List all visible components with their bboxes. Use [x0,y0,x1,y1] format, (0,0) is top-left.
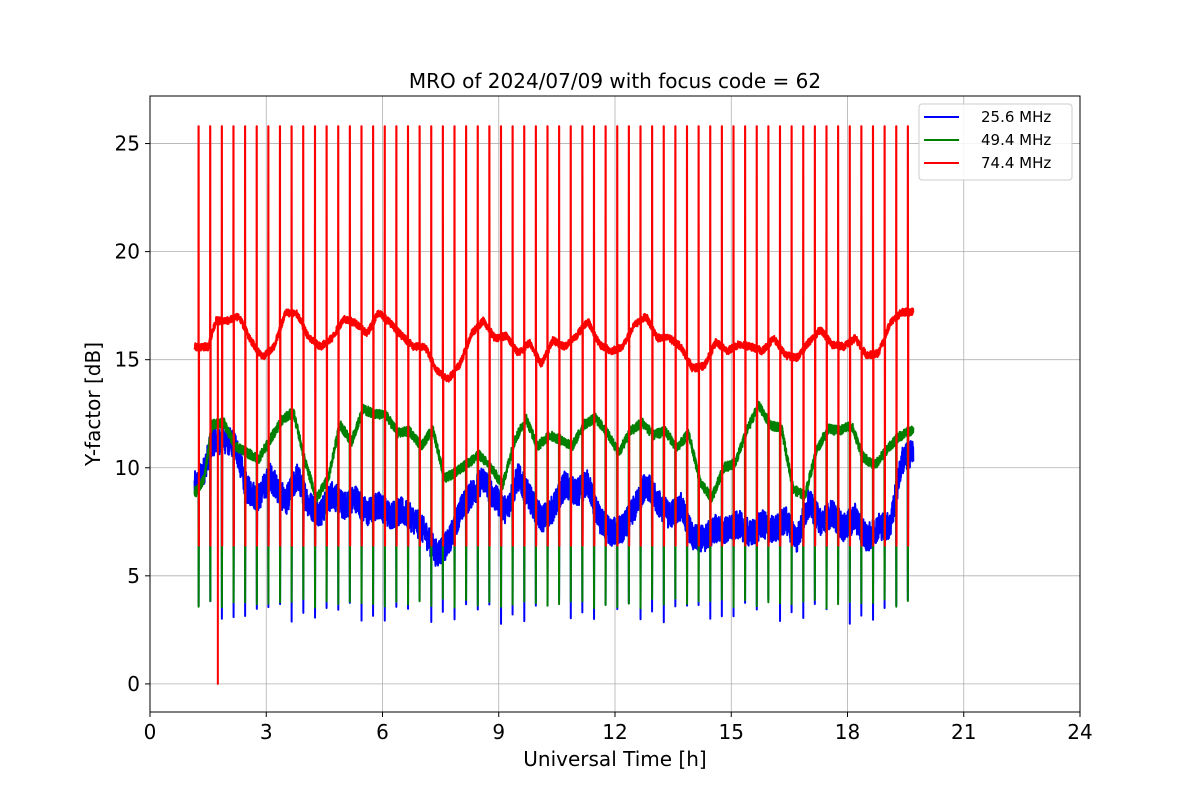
x-tick-label: 12 [602,720,627,744]
x-tick-label: 24 [1067,720,1092,744]
x-tick-label: 9 [492,720,505,744]
legend-label-25-6-mhz: 25.6 MHz [981,108,1051,126]
y-tick-label: 25 [115,132,140,156]
y-axis-label: Y-factor [dB] [81,342,105,467]
y-tick-label: 15 [115,348,140,372]
y-tick-label: 20 [115,240,140,264]
legend-label-74-4-mhz: 74.4 MHz [981,154,1051,172]
series-line-74-4-mhz [193,125,915,685]
ticks: 0 3 6 9 12 15 18 21 24 0 5 10 15 20 25 [115,132,1093,744]
x-axis-label: Universal Time [h] [523,747,706,771]
x-tick-label: 3 [260,720,273,744]
y-tick-label: 10 [115,456,140,480]
series-layer [193,125,915,685]
legend-box [918,103,1073,181]
legend-label-49-4-mhz: 49.4 MHz [981,131,1051,149]
x-tick-label: 15 [719,720,744,744]
chart-title: MRO of 2024/07/09 with focus code = 62 [409,69,821,93]
y-tick-label: 0 [127,672,140,696]
x-tick-label: 18 [835,720,860,744]
x-tick-label: 0 [144,720,157,744]
legend: 25.6 MHz 49.4 MHz 74.4 MHz [918,103,1073,181]
y-tick-label: 5 [127,564,140,588]
x-tick-label: 21 [951,720,976,744]
x-tick-label: 6 [376,720,389,744]
